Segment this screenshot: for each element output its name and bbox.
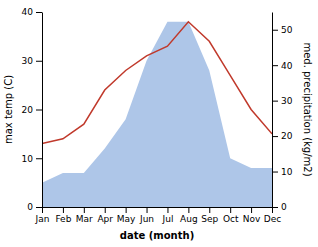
tick-mark bbox=[230, 207, 231, 213]
tick-label: 10 bbox=[281, 167, 293, 177]
tick-mark bbox=[272, 136, 278, 137]
tick: Dec bbox=[264, 207, 281, 224]
y-axis: 0 10 20 30 40 bbox=[22, 7, 43, 212]
tick: 0 bbox=[272, 202, 287, 212]
tick-label: 40 bbox=[22, 7, 34, 17]
axis-line bbox=[272, 13, 273, 208]
axis-line bbox=[42, 13, 43, 208]
tick-label: 20 bbox=[281, 131, 293, 141]
tick-mark bbox=[36, 61, 42, 62]
y-axis-title: max temp (C) bbox=[3, 75, 14, 144]
x-axis-title: date (month) bbox=[120, 230, 194, 241]
tick-label: 0 bbox=[27, 202, 33, 212]
y2-axis-title: med. precipitation (kg/m2) bbox=[302, 42, 313, 176]
tick-label: Jul bbox=[162, 214, 174, 224]
tick: 50 bbox=[272, 25, 293, 35]
line bbox=[42, 22, 272, 144]
tick-mark bbox=[272, 101, 278, 102]
area bbox=[42, 22, 272, 207]
y2-axis: 0 10 20 30 40 50 bbox=[272, 13, 293, 213]
tick: Aug bbox=[180, 207, 198, 224]
tick-mark bbox=[126, 207, 127, 213]
tick-mark bbox=[251, 207, 252, 213]
tick-mark bbox=[36, 158, 42, 159]
tick-label: Jun bbox=[139, 214, 154, 224]
tick: 10 bbox=[22, 154, 42, 164]
chart: JanFebMarAprMayJunJulAugSepOctNovDec0102… bbox=[0, 0, 318, 247]
tick: Apr bbox=[97, 207, 113, 224]
tick-mark bbox=[36, 12, 42, 13]
tick: 40 bbox=[22, 7, 42, 17]
tick: 40 bbox=[272, 61, 293, 71]
tick: 0 bbox=[27, 202, 42, 212]
tick: Nov bbox=[243, 207, 261, 224]
tick-label: Nov bbox=[243, 214, 261, 224]
tick-label: 0 bbox=[281, 202, 287, 212]
tick-label: 50 bbox=[281, 25, 293, 35]
tick: Feb bbox=[55, 207, 71, 224]
tick-mark bbox=[209, 207, 210, 213]
tick-mark bbox=[36, 207, 42, 208]
tick-label: Apr bbox=[97, 214, 113, 224]
plot-root: JanFebMarAprMayJunJulAugSepOctNovDec0102… bbox=[3, 7, 313, 241]
tick-label: Feb bbox=[55, 214, 71, 224]
tick-label: Dec bbox=[264, 214, 281, 224]
tick-label: Aug bbox=[180, 214, 198, 224]
tick: Oct bbox=[223, 207, 239, 224]
tick-mark bbox=[272, 172, 278, 173]
tick-label: Mar bbox=[76, 214, 93, 224]
tick-mark bbox=[188, 207, 189, 213]
tick-label: May bbox=[117, 214, 136, 224]
tick: Jan bbox=[35, 207, 50, 224]
tick: May bbox=[117, 207, 136, 224]
tick: 20 bbox=[22, 105, 42, 115]
tick-label: Oct bbox=[223, 214, 239, 224]
tick-mark bbox=[272, 30, 278, 31]
tick: Sep bbox=[201, 207, 218, 224]
tick-label: 10 bbox=[22, 154, 34, 164]
axis-line bbox=[43, 207, 273, 208]
tick-mark bbox=[272, 207, 278, 208]
x-axis: Jan Feb Mar Apr MayJun Jul AugSep Oct NovDec bbox=[35, 207, 282, 224]
tick-mark bbox=[147, 207, 148, 213]
tick-label: Jan bbox=[35, 214, 50, 224]
tick: Jul bbox=[162, 207, 174, 224]
tick: 30 bbox=[272, 96, 293, 106]
tick-mark bbox=[272, 65, 278, 66]
tick-mark bbox=[167, 207, 168, 213]
tick-mark bbox=[42, 207, 43, 213]
tick-label: 30 bbox=[281, 96, 293, 106]
tick: 10 bbox=[272, 167, 293, 177]
tick-label: 40 bbox=[281, 61, 293, 71]
tick-mark bbox=[36, 110, 42, 111]
tick-mark bbox=[105, 207, 106, 213]
tick-label: 30 bbox=[22, 56, 34, 66]
tick: 30 bbox=[22, 56, 42, 66]
tick-label: 20 bbox=[22, 105, 34, 115]
tick-label: Sep bbox=[201, 214, 218, 224]
tick-mark bbox=[84, 207, 85, 213]
tick-mark bbox=[63, 207, 64, 213]
marks bbox=[42, 22, 272, 207]
tick: Jun bbox=[139, 207, 154, 224]
tick: Mar bbox=[76, 207, 93, 224]
tick: 20 bbox=[272, 131, 293, 141]
